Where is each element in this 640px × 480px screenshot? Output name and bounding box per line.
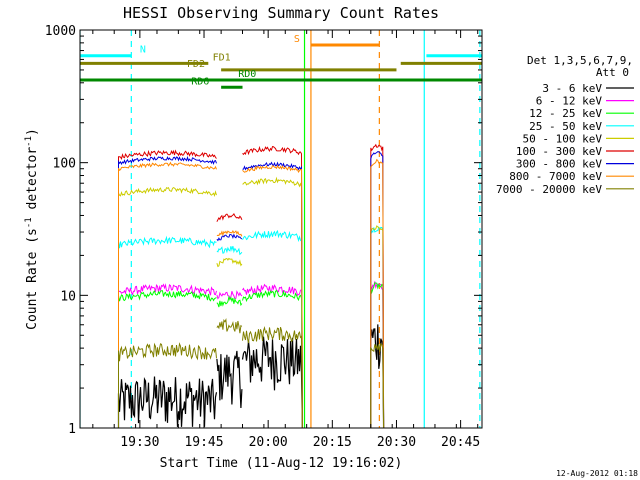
series-line — [118, 186, 217, 428]
series-line — [216, 350, 243, 409]
series-line — [370, 324, 385, 428]
x-tick-label: 19:45 — [184, 435, 223, 450]
series-line — [370, 342, 385, 428]
x-tick-label: 20:45 — [441, 435, 480, 450]
series-line — [216, 318, 243, 334]
x-tick-label: 20:00 — [249, 435, 288, 450]
annotation-label: N — [140, 45, 146, 56]
series-line — [216, 295, 243, 308]
series-line — [242, 176, 303, 428]
legend-entry-label: 6 - 12 keV — [536, 95, 603, 108]
series-line — [216, 212, 243, 222]
legend-entry-label: 25 - 50 keV — [529, 120, 602, 133]
series-line — [118, 342, 217, 428]
x-tick-label: 20:15 — [313, 435, 352, 450]
series-line — [370, 226, 385, 428]
plot-frame — [79, 29, 483, 429]
series-line — [216, 229, 243, 237]
y-tick-label: 100 — [53, 157, 76, 172]
legend-entry-label: 100 - 300 keV — [516, 145, 602, 158]
series-line — [118, 283, 217, 428]
y-axis-label: Count Rate (s-1 detector-1) — [24, 128, 40, 330]
series-layer — [117, 143, 385, 428]
series-line — [242, 161, 303, 428]
series-line — [242, 229, 303, 428]
series-line — [118, 235, 217, 428]
series-line — [118, 149, 217, 428]
series-line — [118, 290, 217, 428]
y-tick-label: 1 — [68, 422, 76, 437]
axes: 1 10 100 1000 19:30 19:45 20:00 20:15 20:30 20:45 — [45, 24, 482, 450]
legend-header-line-1: Det 1,3,5,6,7,9, — [527, 54, 633, 67]
annotation-label: S — [294, 34, 300, 45]
legend-entry-label: 800 - 7000 keV — [509, 170, 602, 183]
series-line — [242, 145, 303, 428]
footer-timestamp: 12-Aug-2012 01:18 — [556, 469, 638, 478]
y-tick-label: 10 — [60, 289, 76, 304]
series-line — [370, 225, 385, 428]
chart-title: HESSI Observing Summary Count Rates — [123, 4, 439, 22]
series-line — [242, 164, 303, 428]
series-line — [370, 151, 385, 428]
legend-entry-label: 7000 - 20000 keV — [496, 183, 602, 196]
series-line — [241, 336, 303, 428]
legend-entry-label: 12 - 25 keV — [529, 107, 602, 120]
x-tick-label: 20:30 — [377, 435, 416, 450]
series-line — [370, 282, 385, 428]
series-line — [370, 158, 385, 428]
series-line — [216, 233, 243, 242]
series-line — [118, 155, 217, 428]
series-line — [242, 325, 303, 428]
series-line — [118, 161, 217, 428]
series-line — [242, 289, 303, 428]
legend-header-line-2: Att 0 — [596, 66, 629, 79]
series-line — [216, 245, 243, 256]
annotation-label: RD6 — [191, 76, 209, 87]
series-line — [242, 283, 303, 428]
x-axis-label: Start Time (11-Aug-12 19:16:02) — [160, 456, 403, 471]
legend-entry-label: 3 - 6 keV — [542, 82, 602, 95]
series-line — [370, 143, 385, 428]
y-tick-label: 1000 — [45, 24, 76, 39]
annotation-label: FD2 — [187, 59, 205, 70]
legend-entry-label: 50 - 100 keV — [523, 132, 603, 145]
interval-lines — [80, 30, 481, 428]
legend-entry-label: 300 - 800 keV — [516, 158, 602, 171]
series-line — [216, 257, 243, 268]
annotation-label: FD1 — [213, 52, 231, 63]
annotation-label: RD0 — [238, 69, 256, 80]
series-line — [117, 376, 218, 428]
annotation-layer: N FD1 FD2 RD0 RD6 S — [80, 34, 482, 89]
x-tick-label: 19:30 — [120, 435, 159, 450]
series-line — [216, 290, 243, 300]
